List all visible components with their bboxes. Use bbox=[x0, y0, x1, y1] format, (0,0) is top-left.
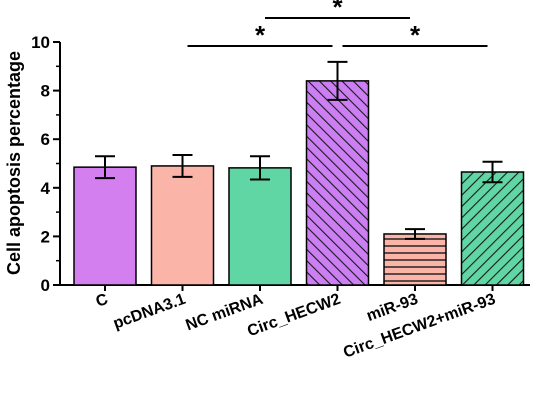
y-tick-label: 8 bbox=[41, 82, 50, 101]
y-axis: 0 2 4 6 8 10 bbox=[31, 33, 61, 295]
error-bars bbox=[95, 60, 503, 240]
y-tick-label: 0 bbox=[41, 276, 50, 295]
y-tick-label: 4 bbox=[41, 179, 51, 198]
bar-circ-hecw2-mir-93 bbox=[460, 171, 525, 286]
y-tick-label: 2 bbox=[41, 227, 50, 246]
bar-nc-mirna bbox=[228, 167, 292, 286]
bar-pcdna3-1 bbox=[150, 165, 215, 286]
y-axis-label: Cell apoptosis percentage bbox=[4, 51, 24, 275]
bar-circ-hecw2 bbox=[305, 80, 370, 286]
significance-brackets: * * * bbox=[187, 0, 488, 50]
significance-star: * bbox=[332, 0, 343, 22]
significance-star: * bbox=[410, 20, 421, 50]
y-tick-label: 6 bbox=[41, 130, 50, 149]
bars bbox=[73, 80, 525, 286]
x-axis bbox=[60, 284, 530, 291]
x-tick-label: Circ_HECW2+miR-93 bbox=[341, 291, 498, 362]
bar-c bbox=[73, 166, 137, 286]
y-tick-label: 10 bbox=[31, 33, 50, 52]
x-tick-label: C bbox=[94, 291, 111, 311]
x-tick-label: pcDNA3.1 bbox=[111, 291, 188, 333]
bar-mir-93 bbox=[383, 233, 447, 286]
significance-star: * bbox=[255, 20, 266, 50]
